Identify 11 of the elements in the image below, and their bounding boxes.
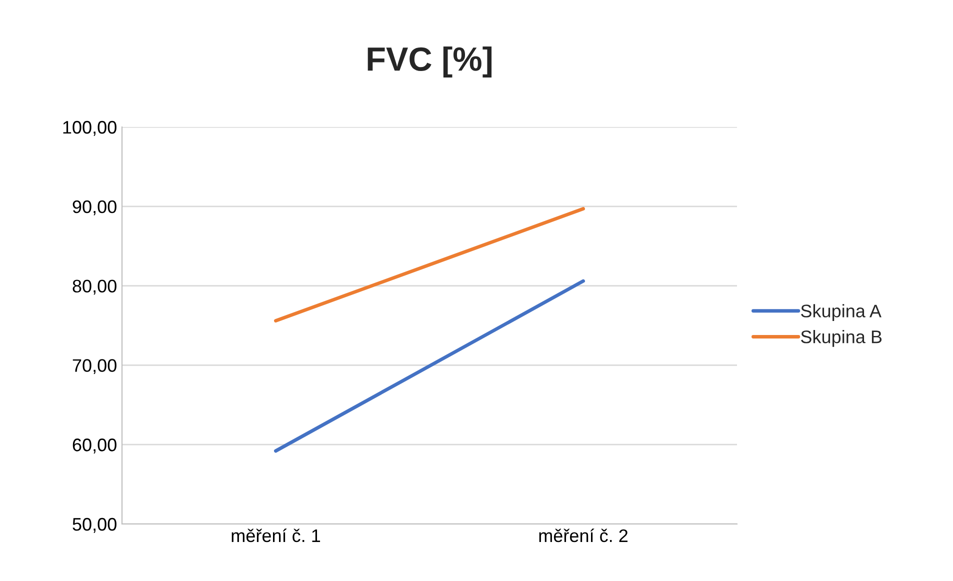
y-tick-label: 70,00 <box>72 359 116 374</box>
y-tick-label: 90,00 <box>72 200 116 216</box>
chart-title: FVC [%] <box>368 46 492 78</box>
y-tick-label: 50,00 <box>72 518 116 533</box>
x-tick-label: měření č. 2 <box>539 528 628 542</box>
x-tick-label: měření č. 1 <box>232 528 320 542</box>
y-tick-label: 60,00 <box>72 438 116 454</box>
legend-label: Skupina A <box>801 304 882 321</box>
y-tick-label: 100,00 <box>63 120 116 136</box>
y-tick-label: 80,00 <box>72 280 116 295</box>
legend-label: Skupina B <box>801 330 882 347</box>
